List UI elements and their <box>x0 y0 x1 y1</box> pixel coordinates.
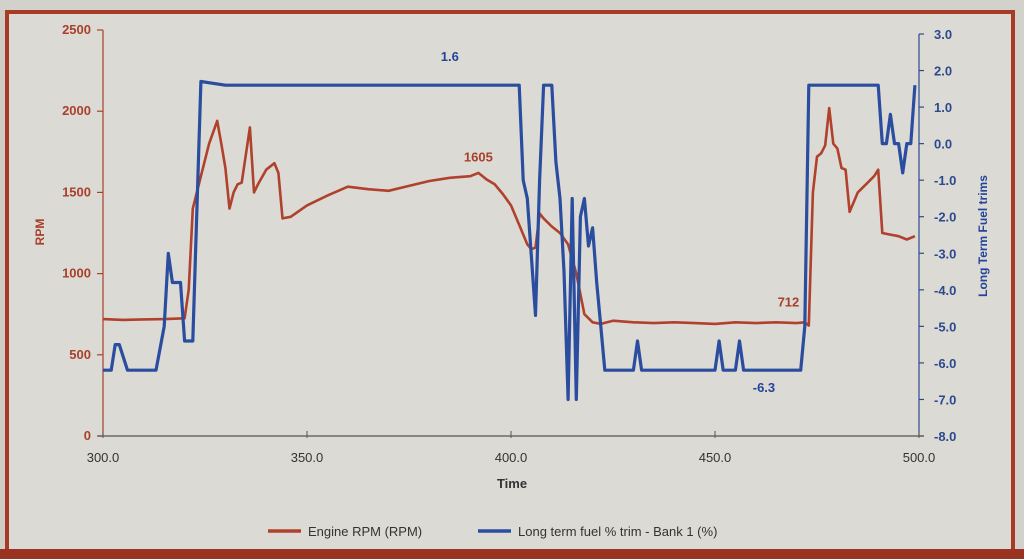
right-tick-label: -2.0 <box>934 210 956 225</box>
left-tick-label: 0 <box>84 428 91 443</box>
right-tick-label: -4.0 <box>934 283 956 298</box>
x-axis-title: Time <box>497 476 527 491</box>
axes: 0 500 1000 1500 2000 2500 RPM 3.0 2.0 1.0 0.0 -1.0 -… <box>33 22 990 491</box>
x-tick-label: 400.0 <box>495 450 528 465</box>
left-tick-label: 2500 <box>62 22 91 37</box>
chart-frame-right-border <box>1011 10 1015 559</box>
right-axis-title: Long Term Fuel trims <box>976 175 990 297</box>
x-tick-label: 350.0 <box>291 450 324 465</box>
data-labels: 1605 712 1.6 -6.3 <box>441 49 800 395</box>
background-top <box>0 0 1024 10</box>
left-tick-label: 1500 <box>62 184 91 199</box>
data-label: 1605 <box>464 149 493 164</box>
data-label: -6.3 <box>753 380 775 395</box>
right-tick-label: 1.0 <box>934 100 952 115</box>
left-axis-title: RPM <box>33 219 47 246</box>
x-tick-label: 300.0 <box>87 450 120 465</box>
right-tick-label: 0.0 <box>934 137 952 152</box>
series-group <box>102 79 917 402</box>
fuel-trim-line <box>103 79 917 402</box>
legend-label: Long term fuel % trim - Bank 1 (%) <box>518 524 717 539</box>
left-tick-label: 500 <box>69 347 91 362</box>
right-tick-label: 3.0 <box>934 27 952 42</box>
chart-frame <box>5 10 1024 550</box>
right-tick-label: -7.0 <box>934 392 956 407</box>
right-tick-label: -3.0 <box>934 246 956 261</box>
right-tick-label: -6.0 <box>934 356 956 371</box>
left-tick-label: 1000 <box>62 266 91 281</box>
right-tick-label: -5.0 <box>934 319 956 334</box>
legend-label: Engine RPM (RPM) <box>308 524 422 539</box>
data-label: 712 <box>778 294 800 309</box>
legend: Engine RPM (RPM) Long term fuel % trim - … <box>268 524 717 539</box>
data-label: 1.6 <box>441 49 459 64</box>
x-tick-label: 450.0 <box>699 450 732 465</box>
right-tick-label: 2.0 <box>934 64 952 79</box>
x-tick-label: 500.0 <box>903 450 936 465</box>
right-tick-label: -1.0 <box>934 173 956 188</box>
engine-rpm-line <box>102 106 916 327</box>
background-right <box>1015 0 1024 549</box>
left-tick-label: 2000 <box>62 103 91 118</box>
right-tick-label: -8.0 <box>934 429 956 444</box>
chart-frame-bottom-border <box>0 549 1024 559</box>
